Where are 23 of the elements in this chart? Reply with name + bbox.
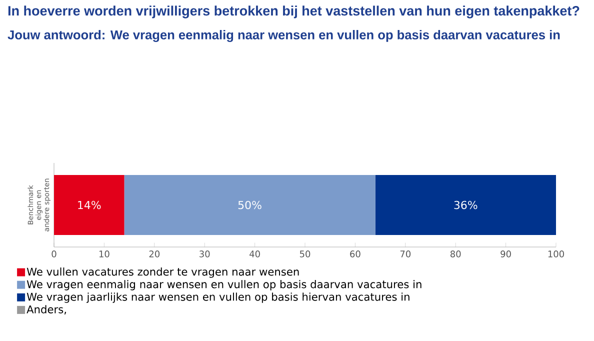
x-tick-label: 30 [200,250,210,258]
x-tick-label: 10 [99,250,110,258]
x-tick-label: 60 [350,250,360,258]
x-tick-label: 100 [548,250,564,258]
x-tick-label: 90 [500,250,511,258]
data-label: 14% [78,200,101,210]
data-label: 36% [454,200,478,210]
data-label: 50% [238,200,262,210]
legend-label: We vragen jaarlijks naar wensen en vullen op basis hiervan vacatures in [26,292,410,303]
x-tick-label: 20 [149,250,160,258]
x-tick-label: 80 [450,250,461,258]
x-tick-label: 70 [400,250,411,258]
x-tick-label: 50 [300,250,310,258]
x-tick-label: 40 [250,250,260,258]
legend-label: Anders, [26,305,66,314]
x-tick-label: 0 [52,250,56,258]
bar [375,175,556,235]
legend-label: We vullen vacatures zonder te vragen naar wensen [26,267,299,278]
bar [124,175,376,235]
chart-title: In hoeverre worden vrijwilligers betrokken bij het vaststellen van hun eigen takenpakket? [8,6,580,18]
legend-label: We vragen eenmalig naar wensen en vullen op basis daarvan vacatures in [26,280,422,290]
chart-subtitle: Jouw antwoord: We vragen eenmalig naar wensen en vullen op basis daarvan vacatures in [8,30,560,42]
bar [54,175,124,235]
